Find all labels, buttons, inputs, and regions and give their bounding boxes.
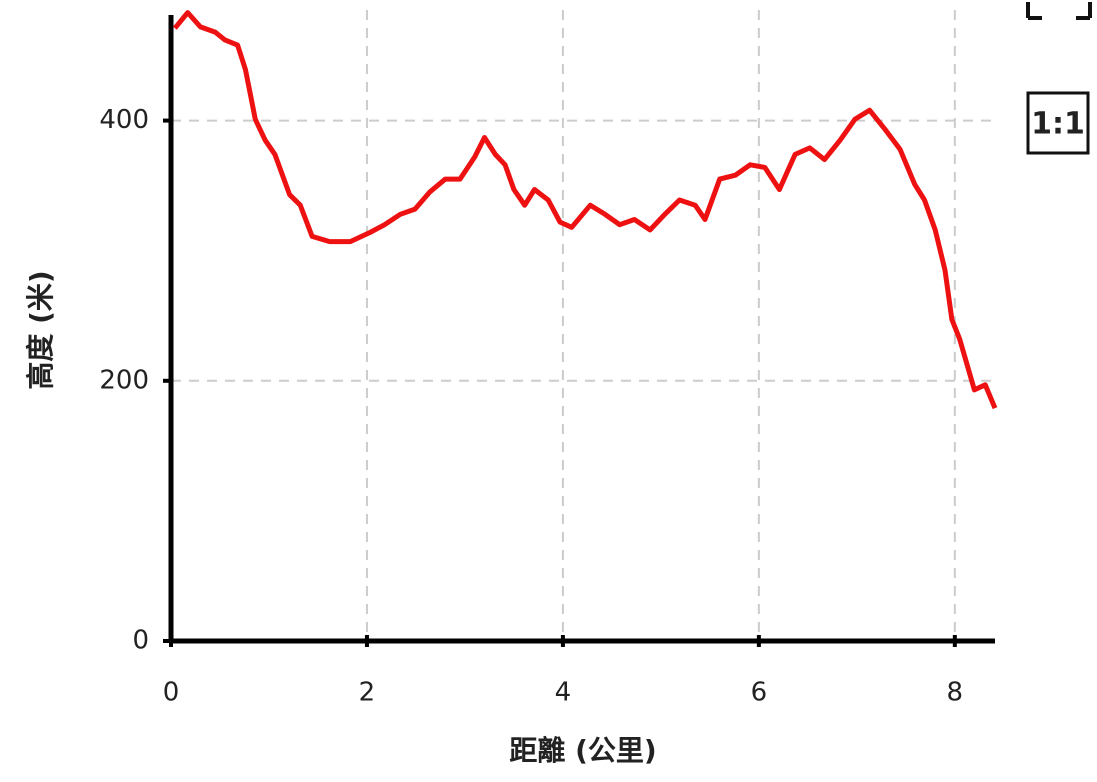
y-tick-label: 400: [99, 105, 149, 135]
reset-button-frame: [1026, 91, 1090, 155]
y-axis-label: 高度 (米): [24, 270, 57, 389]
x-tick-label: 2: [359, 678, 376, 708]
y-tick-label: 0: [132, 626, 149, 656]
x-tick-label: 0: [163, 678, 180, 708]
reset-button[interactable]: 1:1: [1026, 91, 1090, 155]
x-axis-label: 距離 (公里): [509, 734, 656, 767]
y-tick-label: 200: [99, 365, 149, 395]
x-tick-label: 4: [555, 678, 572, 708]
fullscreen-button[interactable]: [1026, 2, 1092, 20]
x-tick-label: 8: [947, 678, 964, 708]
reset-button-label: 1:1: [1031, 107, 1085, 142]
elevation-line: [172, 10, 998, 410]
x-tick-label: 6: [751, 678, 768, 708]
